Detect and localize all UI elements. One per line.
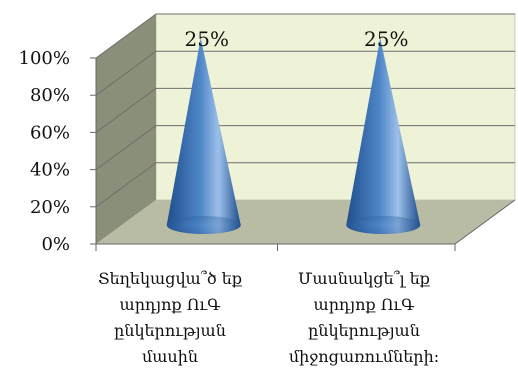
cone: [166, 38, 241, 234]
y-tick-label: 100%: [19, 48, 70, 69]
category-label-line: արդյոք ՈւԳ: [313, 295, 415, 314]
cone-body: [166, 38, 241, 234]
gridline-side: [95, 125, 157, 171]
side-wall: [96, 14, 156, 244]
cone-body: [346, 38, 421, 234]
y-tick-label: 0%: [41, 234, 70, 255]
chart-walls: [96, 13, 516, 244]
category-label-line: Տեղեկացվա՞ծ եք: [97, 269, 243, 288]
data-label: 25%: [364, 27, 408, 51]
category-label-line: ընկերության: [114, 321, 226, 340]
category-label-line: մասին: [141, 347, 199, 366]
y-axis-ticks: 0% 20% 40% 60% 80% 100%: [19, 48, 70, 255]
data-label: 25%: [185, 27, 229, 51]
data-labels: 25% 25%: [185, 27, 409, 51]
floor-edge: [454, 199, 516, 245]
category-label-line: ընկերության: [308, 321, 420, 340]
category-label-informed: Տեղեկացվա՞ծ եք արդյոք ՈւԳ ընկերության մա…: [80, 266, 260, 370]
category-label-line: Մասնակցե՞լ եք: [298, 269, 430, 288]
gridline-side: [95, 50, 157, 96]
cone-base: [346, 216, 421, 234]
y-tick-label: 60%: [30, 122, 70, 143]
category-label-line: արդյոք ՈւԳ: [119, 295, 221, 314]
y-tick-label: 80%: [30, 85, 70, 106]
cone-base: [166, 216, 241, 234]
category-label-line: միջոցառումների:: [288, 347, 440, 366]
gridline-side: [95, 87, 157, 133]
gridline-side: [95, 162, 157, 208]
cone: [346, 38, 421, 234]
y-tick-label: 40%: [30, 160, 70, 181]
y-tick-label: 20%: [30, 197, 70, 218]
floor: [96, 200, 515, 244]
gridline-side: [95, 13, 157, 59]
category-label-participated: Մասնակցե՞լ եք արդյոք ՈւԳ ընկերության միջ…: [274, 266, 454, 370]
chart-cones: [166, 38, 421, 234]
